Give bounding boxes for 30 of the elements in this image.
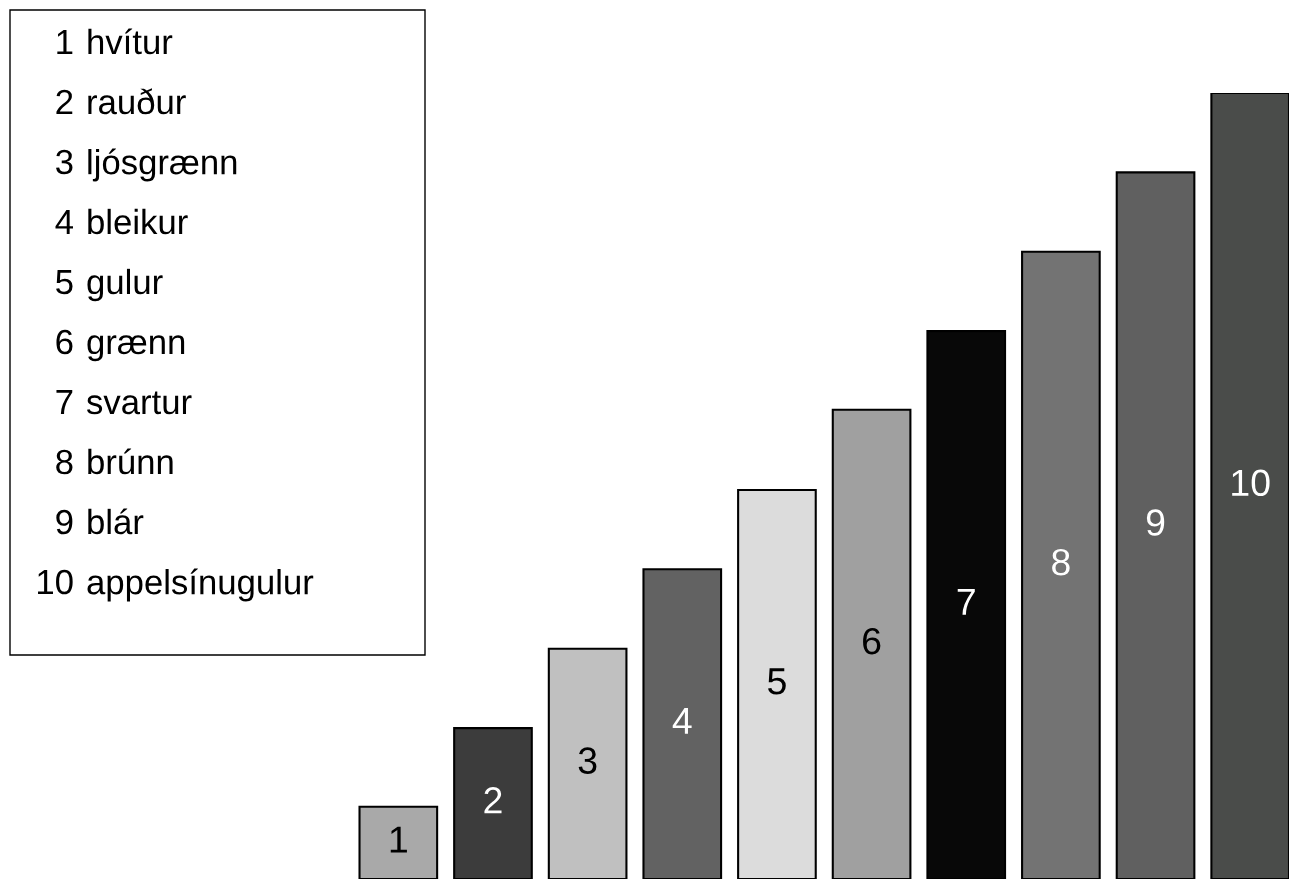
x-tick-label: 8	[1052, 548, 1070, 576]
text: 6 grænn	[56, 329, 185, 362]
x-tick-label: 9	[1146, 509, 1165, 536]
text: 3 ljósgrænn	[56, 148, 237, 182]
text: 10 appelsínugulur	[38, 568, 314, 602]
bar	[926, 330, 1007, 879]
bar	[1115, 171, 1196, 879]
text: 1 hvítur	[57, 28, 173, 55]
text: 2 rauður	[56, 88, 186, 115]
bar	[831, 408, 912, 879]
text: 7 svartur	[56, 390, 192, 415]
bar	[642, 568, 723, 879]
bar	[547, 647, 628, 879]
bar	[1210, 93, 1289, 879]
text: 9 blár	[56, 508, 144, 535]
bar	[737, 488, 817, 879]
x-tick-label: 3	[578, 747, 597, 774]
x-tick-label: 2	[484, 787, 502, 814]
text: 4 bleikur	[55, 208, 188, 235]
x-tick-label: 5	[768, 668, 786, 695]
x-tick-label: 6	[863, 627, 881, 655]
bar	[1021, 250, 1101, 879]
bar	[453, 727, 533, 879]
x-tick-label: 7	[957, 588, 975, 615]
x-tick-label: 1	[390, 826, 407, 853]
text: 8 brúnn	[56, 448, 173, 475]
x-tick-label: 4	[672, 708, 692, 734]
x-tick-label: 10	[1232, 469, 1270, 497]
bar	[358, 805, 439, 879]
text: 5 gulur	[56, 268, 163, 302]
